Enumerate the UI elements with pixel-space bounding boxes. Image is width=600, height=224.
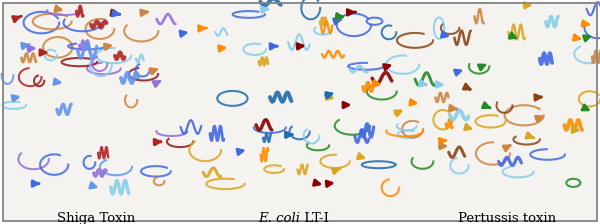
Text: LT-I: LT-I: [300, 212, 329, 224]
Text: Pertussis toxin: Pertussis toxin: [458, 212, 556, 224]
Text: Shiga Toxin: Shiga Toxin: [57, 212, 135, 224]
Text: E. coli: E. coli: [258, 212, 300, 224]
